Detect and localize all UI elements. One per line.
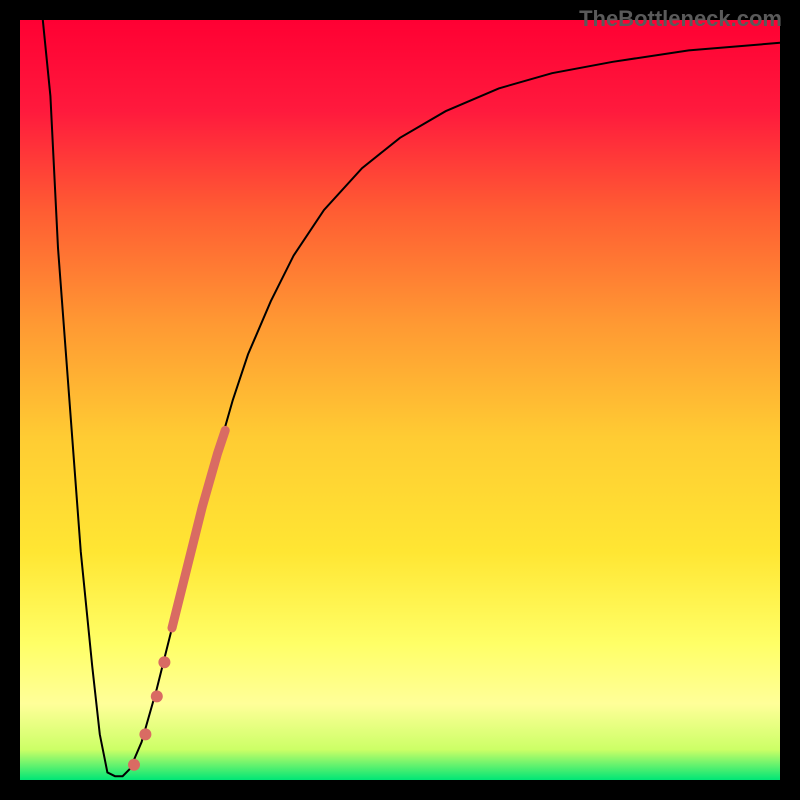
data-marker	[158, 656, 170, 668]
data-marker	[151, 690, 163, 702]
chart-svg	[0, 0, 800, 800]
bottleneck-chart: TheBottleneck.com	[0, 0, 800, 800]
watermark-text: TheBottleneck.com	[579, 6, 782, 32]
data-marker	[128, 759, 140, 771]
data-marker	[139, 728, 151, 740]
